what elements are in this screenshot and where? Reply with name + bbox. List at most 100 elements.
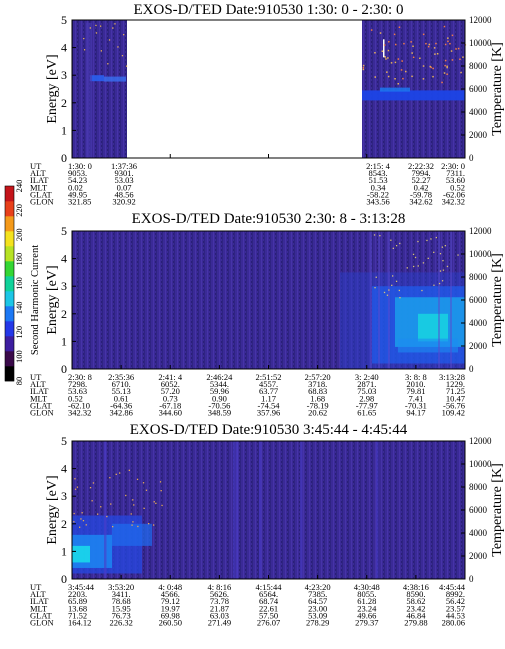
colorbar-tick-label: 160 xyxy=(14,277,24,290)
particle-dot xyxy=(133,504,135,506)
table-cell: 0.52 xyxy=(450,182,465,192)
table-cell: 7298. xyxy=(68,379,87,389)
particle-dot xyxy=(159,481,162,483)
particle-dot xyxy=(109,477,111,479)
table-cell: 276.07 xyxy=(257,618,280,628)
table-cell: 2:57:20 xyxy=(305,372,331,382)
chart-title: EXOS-D/TED Date:910530 2:30: 8 - 3:13:28 xyxy=(132,211,406,227)
table-cell: -62.10 xyxy=(68,400,90,410)
table-row-name: ILAT xyxy=(30,175,49,185)
y-tick-label: 5 xyxy=(61,13,67,27)
particle-dot xyxy=(117,46,119,48)
particle-dot xyxy=(145,489,148,491)
y-tick-label: 1 xyxy=(61,334,67,348)
enhancement xyxy=(112,523,152,546)
table-cell: -64.36 xyxy=(110,400,132,410)
particle-dot xyxy=(125,65,128,67)
particle-dot xyxy=(405,70,407,73)
table-cell: 79.81 xyxy=(406,386,425,396)
table-cell: 6564. xyxy=(259,589,278,599)
particle-dot xyxy=(435,236,437,239)
table-cell: 64.57 xyxy=(308,596,327,606)
table-cell: 71.25 xyxy=(446,386,465,396)
y2-tick-label: 8000 xyxy=(469,61,488,71)
table-cell: -59.78 xyxy=(410,189,432,199)
particle-dot xyxy=(375,276,377,278)
particle-dot xyxy=(412,56,415,59)
table-cell: 3:53:20 xyxy=(108,582,134,592)
y2-tick-label: 8000 xyxy=(469,272,488,282)
particle-dot xyxy=(430,66,432,69)
y2-tick-label: 6000 xyxy=(469,84,488,94)
particle-dot xyxy=(399,297,401,299)
particle-dot xyxy=(107,63,109,65)
particle-dot xyxy=(449,42,451,45)
particle-dot xyxy=(433,251,435,253)
colorbar-segment xyxy=(5,351,14,367)
y-tick-label: 1 xyxy=(61,544,67,558)
colorbar-tick-label: 180 xyxy=(14,253,24,266)
table-cell: 4557. xyxy=(259,379,278,389)
table-cell: 23.00 xyxy=(308,603,327,613)
particle-dot xyxy=(91,500,93,502)
particle-dot xyxy=(427,257,429,259)
particle-dot xyxy=(95,24,97,27)
particle-dot xyxy=(362,68,365,71)
particle-dot xyxy=(386,294,389,296)
table-cell: 1.68 xyxy=(310,393,325,403)
y2-tick-label: 4000 xyxy=(469,318,488,328)
particle-dot xyxy=(374,76,376,78)
table-cell: 22.61 xyxy=(259,603,278,613)
y2-tick-label: 0 xyxy=(469,574,474,584)
particle-dot xyxy=(406,267,408,269)
table-cell: 2871. xyxy=(357,379,376,389)
plot-area xyxy=(72,20,467,159)
table-cell: 348.59 xyxy=(208,408,231,418)
table-row-name: ALT xyxy=(30,168,47,178)
particle-dot xyxy=(80,518,82,520)
vertical-streak xyxy=(376,441,379,579)
table-cell: 5626. xyxy=(210,589,229,599)
table-cell: 3: 8: 8 xyxy=(405,372,427,382)
table-cell: 48.56 xyxy=(114,189,133,199)
particle-dot xyxy=(421,289,423,292)
plot-area xyxy=(72,231,465,369)
particle-dot xyxy=(443,25,446,28)
table-cell: 271.49 xyxy=(208,618,231,628)
table-row-name: ALT xyxy=(30,589,47,599)
particle-dot xyxy=(429,65,431,68)
particle-dot xyxy=(114,23,116,25)
table-cell: 278.29 xyxy=(306,618,329,628)
chart-title: EXOS-D/TED Date:910530 3:45:44 - 4:45:44 xyxy=(130,422,408,438)
y2-tick-label: 12000 xyxy=(469,436,492,446)
table-cell: -56.76 xyxy=(443,400,465,410)
particle-dot xyxy=(83,37,85,40)
particle-dot xyxy=(422,33,425,36)
table-row-name: GLON xyxy=(30,197,54,207)
particle-dot xyxy=(422,65,425,67)
particle-dot xyxy=(390,239,392,241)
particle-dot xyxy=(115,473,117,475)
particle-dot xyxy=(160,490,162,492)
table-cell: 4: 8:16 xyxy=(207,582,231,592)
table-cell: 78.68 xyxy=(112,596,131,606)
table-cell: 79.12 xyxy=(161,596,180,606)
particle-dot xyxy=(455,48,457,50)
particle-dot xyxy=(73,521,75,523)
y2-tick-label: 4000 xyxy=(469,107,488,117)
spectrogram-panel-2: EXOS-D/TED Date:910530 2:30: 8 - 3:13:28… xyxy=(30,211,505,418)
table-row-name: GLAT xyxy=(30,400,53,410)
y-tick-label: 5 xyxy=(61,224,67,238)
particle-dot xyxy=(414,256,417,259)
particle-dot xyxy=(417,265,419,267)
colorbar-segment xyxy=(5,321,14,337)
particle-dot xyxy=(413,265,415,268)
colorbar-segment xyxy=(5,231,14,247)
table-cell: 2:30: 0 xyxy=(441,161,465,171)
y-tick-label: 1 xyxy=(61,123,67,137)
y2-axis-label: Temperature [K] xyxy=(490,42,505,135)
particle-dot xyxy=(459,58,461,60)
particle-dot xyxy=(379,235,381,237)
particle-dot xyxy=(123,34,125,36)
table-cell: 3:13:28 xyxy=(439,372,465,382)
